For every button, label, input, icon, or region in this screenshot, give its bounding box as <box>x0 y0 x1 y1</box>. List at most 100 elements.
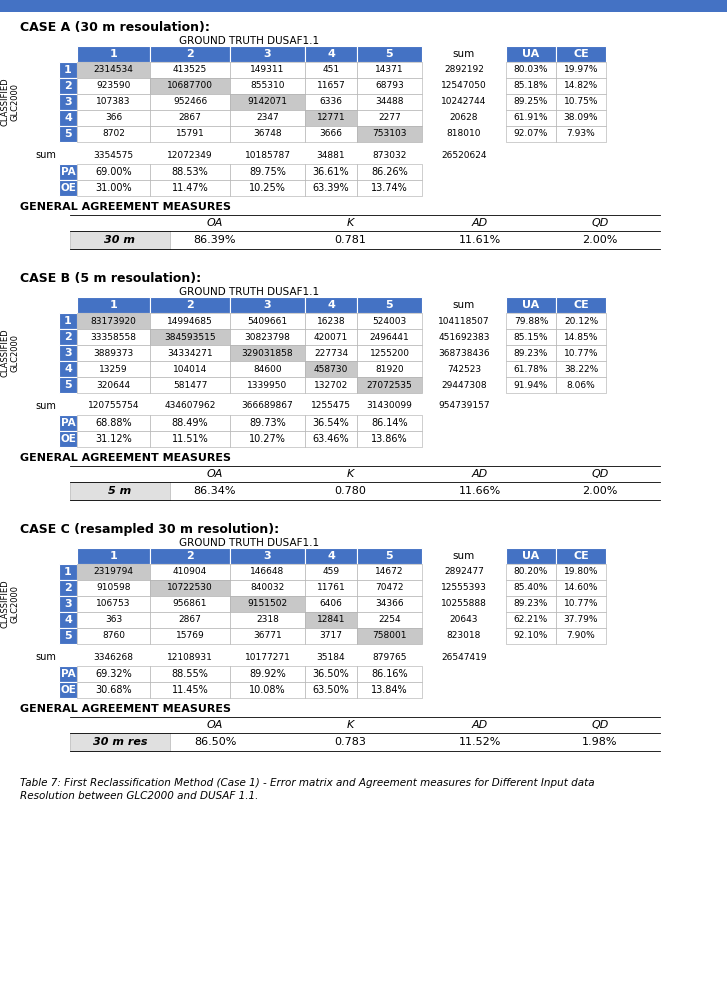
Bar <box>59 377 77 393</box>
Bar <box>70 482 170 500</box>
Bar <box>77 313 150 329</box>
Bar <box>230 564 305 580</box>
Text: 1339950: 1339950 <box>247 381 288 390</box>
Bar <box>77 329 150 345</box>
Bar <box>230 361 305 377</box>
Bar <box>357 164 422 180</box>
Bar <box>357 580 422 596</box>
Text: 30 m res: 30 m res <box>93 737 148 747</box>
Text: 68793: 68793 <box>375 81 404 91</box>
Text: 11.51%: 11.51% <box>172 434 209 444</box>
Text: 92.07%: 92.07% <box>514 130 548 138</box>
Bar <box>506 345 556 361</box>
Bar <box>150 415 230 431</box>
Bar <box>305 596 357 612</box>
Bar <box>506 62 556 78</box>
Text: 86.26%: 86.26% <box>371 167 408 177</box>
Text: OE: OE <box>60 685 76 695</box>
Text: 12547050: 12547050 <box>441 81 487 91</box>
Text: K: K <box>346 218 353 228</box>
Text: GENERAL AGREEMENT MEASURES: GENERAL AGREEMENT MEASURES <box>20 453 231 463</box>
Bar <box>150 46 230 62</box>
Text: 62.21%: 62.21% <box>514 615 548 624</box>
Text: 5: 5 <box>386 49 393 59</box>
Bar <box>150 329 230 345</box>
Text: 69.32%: 69.32% <box>95 669 132 679</box>
Text: 12108931: 12108931 <box>167 653 213 662</box>
Bar <box>305 580 357 596</box>
Bar <box>77 180 150 196</box>
Bar <box>150 180 230 196</box>
Bar <box>357 94 422 110</box>
Bar <box>150 564 230 580</box>
Bar <box>506 110 556 126</box>
Bar <box>150 580 230 596</box>
Bar <box>506 94 556 110</box>
Bar <box>556 297 606 313</box>
Bar <box>150 313 230 329</box>
Bar <box>150 78 230 94</box>
Text: OE: OE <box>60 183 76 193</box>
Bar <box>556 94 606 110</box>
Text: 146648: 146648 <box>250 568 285 577</box>
Text: 104118507: 104118507 <box>438 316 490 325</box>
Text: 2892192: 2892192 <box>444 65 484 74</box>
Bar <box>357 612 422 628</box>
Text: 11.52%: 11.52% <box>459 737 501 747</box>
Bar <box>150 164 230 180</box>
Text: 368738436: 368738436 <box>438 348 490 357</box>
Bar <box>59 78 77 94</box>
Bar <box>59 62 77 78</box>
Bar <box>0 0 727 12</box>
Text: 11.66%: 11.66% <box>459 486 501 496</box>
Bar <box>230 110 305 126</box>
Bar <box>506 46 556 62</box>
Text: 5409661: 5409661 <box>247 316 288 325</box>
Bar <box>77 78 150 94</box>
Text: 36.50%: 36.50% <box>313 669 350 679</box>
Bar <box>77 580 150 596</box>
Text: 10.27%: 10.27% <box>249 434 286 444</box>
Bar <box>59 361 77 377</box>
Bar <box>230 78 305 94</box>
Bar <box>77 377 150 393</box>
Text: K: K <box>346 469 353 479</box>
Bar <box>77 126 150 142</box>
Bar <box>230 596 305 612</box>
Text: 1.98%: 1.98% <box>582 737 618 747</box>
Bar <box>506 596 556 612</box>
Text: 10.25%: 10.25% <box>249 183 286 193</box>
Bar <box>150 345 230 361</box>
Text: 4: 4 <box>64 113 72 123</box>
Text: 89.75%: 89.75% <box>249 167 286 177</box>
Text: 5: 5 <box>64 129 72 139</box>
Text: 149311: 149311 <box>250 65 285 74</box>
Bar <box>59 345 77 361</box>
Bar <box>305 180 357 196</box>
Text: 11761: 11761 <box>317 584 345 592</box>
Text: 85.18%: 85.18% <box>514 81 548 91</box>
Bar <box>506 580 556 596</box>
Bar <box>506 628 556 644</box>
Text: QD: QD <box>591 720 608 730</box>
Bar <box>59 313 77 329</box>
Bar <box>230 666 305 682</box>
Text: 15791: 15791 <box>176 130 204 138</box>
Bar <box>305 46 357 62</box>
Text: UA: UA <box>523 49 539 59</box>
Text: 2319794: 2319794 <box>94 568 134 577</box>
Text: 30 m: 30 m <box>105 235 135 245</box>
Text: 89.25%: 89.25% <box>514 98 548 107</box>
Bar <box>70 231 170 249</box>
Bar <box>59 580 77 596</box>
Text: 2: 2 <box>64 583 72 593</box>
Bar <box>150 596 230 612</box>
Text: 14.82%: 14.82% <box>564 81 598 91</box>
Bar <box>77 297 150 313</box>
Text: CLASSIFIED
GLC2000: CLASSIFIED GLC2000 <box>0 328 20 378</box>
Bar <box>59 666 77 682</box>
Text: 1: 1 <box>64 567 72 577</box>
Text: 11.47%: 11.47% <box>172 183 209 193</box>
Bar <box>305 164 357 180</box>
Text: 13.86%: 13.86% <box>371 434 408 444</box>
